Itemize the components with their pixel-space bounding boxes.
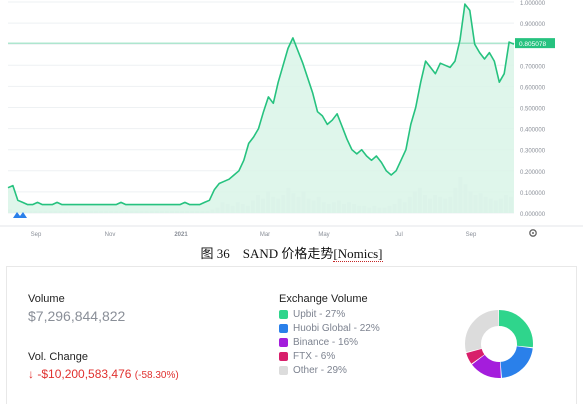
y-tick-label: 0.400000 (520, 128, 546, 134)
y-tick-label: 0.000000 (520, 212, 546, 218)
caption-source-link[interactable]: [Nomics] (333, 246, 383, 262)
donut-slice-other (465, 310, 533, 378)
legend-label: FTX - 6% (293, 351, 336, 362)
figure-caption: 图 36 SAND 价格走势[Nomics] (0, 243, 583, 262)
x-tick-label: Jul (395, 232, 403, 238)
y-tick-label: 0.200000 (520, 170, 546, 176)
legend-item-other: Other - 29% (279, 365, 347, 376)
vol-change-amount: -$10,200,583,476 (37, 367, 132, 381)
vol-change-value: ↓ -$10,200,583,476 (-58.30%) (28, 367, 179, 381)
vol-change-label: Vol. Change (28, 351, 88, 363)
legend-swatch (279, 338, 288, 347)
vol-change-percent: (-58.30%) (134, 370, 179, 381)
legend-item-huobi: Huobi Global - 22% (279, 323, 380, 334)
volume-label: Volume (28, 293, 65, 305)
y-tick-label: 1.000000 (520, 1, 546, 7)
arrow-down-icon: ↓ (28, 367, 34, 381)
price-line (7, 3, 515, 206)
gear-icon-ring (529, 229, 537, 237)
x-tick-label: May (318, 232, 329, 238)
y-tick-label: 0.300000 (520, 149, 546, 155)
y-tick-label: 0.900000 (520, 22, 546, 28)
x-tick-label: Sep (31, 232, 42, 238)
exchange-donut-chart (465, 310, 533, 378)
y-tick-label: 0.600000 (520, 85, 546, 91)
legend-swatch (279, 324, 288, 333)
legend-label: Other - 29% (293, 365, 347, 376)
legend-item-binance: Binance - 16% (279, 337, 358, 348)
x-tick-label: Sep (466, 232, 477, 238)
current-price-label: 0.805078 (519, 41, 546, 48)
donut-slice-binance (465, 310, 533, 378)
legend-swatch (279, 366, 288, 375)
legend-swatch (279, 352, 288, 361)
x-tick-label: Nov (105, 232, 116, 238)
y-tick-label: 0.500000 (520, 107, 546, 113)
stats-panel: Volume $7,296,844,822 Vol. Change ↓ -$10… (6, 266, 577, 404)
current-price-badge (515, 38, 555, 49)
x-tick-label: Mar (260, 232, 270, 238)
y-tick-label: 0.700000 (520, 64, 546, 70)
volume-value: $7,296,844,822 (28, 308, 126, 324)
caption-text: 图 36 SAND 价格走势 (200, 246, 334, 261)
price-chart: 0.000000 0.100000 0.200000 0.300000 0.400000… (0, 1, 583, 238)
legend-item-upbit: Upbit - 27% (279, 309, 345, 320)
price-chart-svg: 0.000000 0.100000 0.200000 0.300000 0.400000… (0, 1, 583, 238)
x-tick-label: 2021 (174, 232, 188, 238)
legend-label: Binance - 16% (293, 337, 359, 348)
gear-icon-hub (532, 232, 534, 234)
legend-label: Huobi Global - 22% (293, 323, 380, 334)
legend-label: Upbit - 27% (293, 309, 346, 320)
y-tick-label: 0.100000 (520, 191, 546, 197)
nomics-logo-icon (13, 212, 27, 218)
legend-item-ftx: FTX - 6% (279, 351, 335, 362)
price-area (8, 4, 514, 213)
gear-icon (529, 229, 537, 237)
legend-swatch (279, 310, 288, 319)
exchange-volume-title: Exchange Volume (279, 293, 368, 305)
